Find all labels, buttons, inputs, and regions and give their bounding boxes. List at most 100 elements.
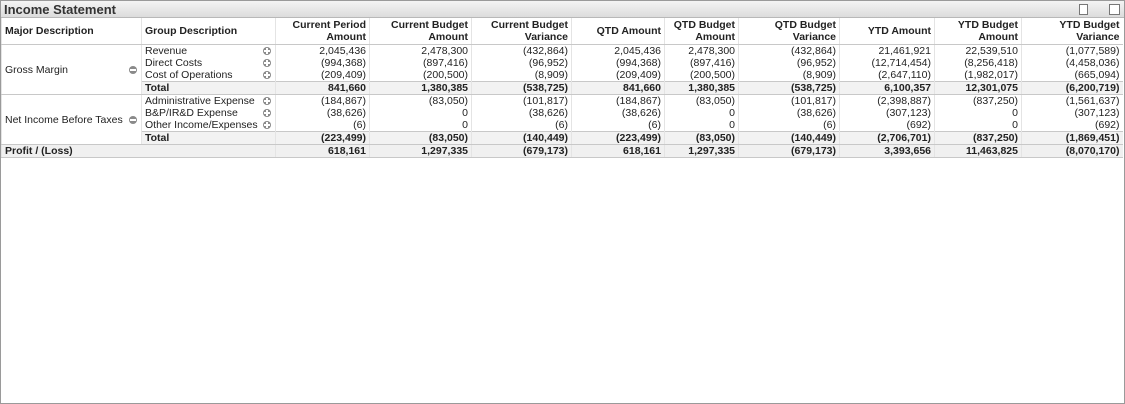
value-cell: (38,626) — [275, 107, 370, 119]
value-cell: (96,952) — [738, 57, 840, 69]
total-value: (83,050) — [369, 131, 472, 145]
value-cell: (8,256,418) — [934, 57, 1022, 69]
total-value: (223,499) — [571, 131, 665, 145]
data-row: Net Income Before Taxes Administrative Ex… — [1, 94, 1123, 145]
object-title: Income Statement — [4, 2, 116, 17]
group-label: Cost of Operations — [145, 69, 233, 81]
total-label: Total — [141, 81, 276, 95]
group-cell: Direct Costs — [141, 57, 276, 69]
total-value: 841,660 — [571, 81, 665, 95]
data-row: Gross Margin Revenue 2,045,436 2,478,300 (43… — [1, 44, 1123, 95]
value-cell: (200,500) — [369, 69, 472, 82]
total-value: 12,301,075 — [934, 81, 1022, 95]
value-cell: 0 — [934, 119, 1022, 132]
total-value: (1,869,451) — [1021, 131, 1123, 145]
column-header[interactable]: Current Budget Variance — [471, 18, 572, 45]
data-row: Other Income/Expenses (6) 0 (6) (6) 0 (6) (692)… — [2, 119, 1123, 132]
total-value: (140,449) — [738, 131, 840, 145]
group-cell: Administrative Expense — [141, 94, 276, 107]
more-icon[interactable] — [1095, 4, 1104, 13]
value-cell: (6) — [738, 119, 840, 132]
value-cell: 2,045,436 — [275, 44, 370, 57]
value-cell: (1,982,017) — [934, 69, 1022, 82]
value-cell: (101,817) — [738, 94, 840, 107]
column-header[interactable]: YTD Budget Amount — [934, 18, 1022, 45]
group-cell: Revenue — [141, 44, 276, 57]
value-cell: (994,368) — [275, 57, 370, 69]
value-cell: 0 — [664, 119, 739, 132]
total-value: 6,100,357 — [839, 81, 935, 95]
major-cell: Gross Margin — [1, 44, 142, 95]
group-label: Administrative Expense — [145, 95, 255, 107]
value-cell: (8,909) — [738, 69, 840, 82]
column-header[interactable]: YTD Amount — [839, 18, 935, 45]
value-cell: (6) — [571, 119, 665, 132]
value-cell: (184,867) — [275, 94, 370, 107]
plus-icon[interactable] — [263, 47, 271, 55]
value-cell: (1,561,637) — [1021, 94, 1123, 107]
plus-icon[interactable] — [263, 59, 271, 67]
value-cell: (1,077,589) — [1021, 44, 1123, 57]
value-cell: (8,909) — [471, 69, 572, 82]
value-cell: (209,409) — [275, 69, 370, 82]
value-cell: (38,626) — [571, 107, 665, 119]
plus-icon[interactable] — [263, 109, 271, 117]
footer-value: 1,297,335 — [664, 144, 739, 158]
group-cell: Cost of Operations — [141, 69, 276, 82]
column-header[interactable]: Current Budget Amount — [369, 18, 472, 45]
column-header[interactable]: QTD Budget Amount — [664, 18, 739, 45]
major-label: Net Income Before Taxes — [5, 113, 123, 126]
value-cell: (432,864) — [738, 44, 840, 57]
plus-icon[interactable] — [263, 97, 271, 105]
maximize-icon[interactable] — [1109, 4, 1120, 15]
footer-value: 618,161 — [275, 144, 370, 158]
minus-icon[interactable] — [129, 115, 137, 124]
footer-row: Profit / (Loss) 618,161 1,297,335 (679,173)… — [1, 144, 1123, 158]
column-header[interactable]: Group Description — [141, 18, 276, 45]
footer-value: 3,393,656 — [839, 144, 935, 158]
group-label: Direct Costs — [145, 57, 203, 69]
column-header[interactable]: QTD Amount — [571, 18, 665, 45]
value-cell: (665,094) — [1021, 69, 1123, 82]
total-row: Total 841,660 1,380,385 (538,725) 841,660 1,3… — [2, 81, 1123, 95]
footer-value: 11,463,825 — [934, 144, 1022, 158]
total-value: 1,380,385 — [369, 81, 472, 95]
value-cell: (897,416) — [664, 57, 739, 69]
value-cell: 2,478,300 — [369, 44, 472, 57]
value-cell: (2,647,110) — [839, 69, 935, 82]
value-cell: (96,952) — [471, 57, 572, 69]
plus-icon[interactable] — [263, 71, 271, 79]
value-cell: (200,500) — [664, 69, 739, 82]
value-cell: (209,409) — [571, 69, 665, 82]
column-header[interactable]: YTD Budget Variance — [1021, 18, 1123, 45]
column-header[interactable]: QTD Budget Variance — [738, 18, 840, 45]
column-header[interactable]: Major Description — [1, 18, 142, 45]
major-cell: Net Income Before Taxes — [1, 94, 142, 145]
value-cell: 0 — [369, 107, 472, 119]
value-cell: (83,050) — [664, 94, 739, 107]
value-cell: (38,626) — [738, 107, 840, 119]
footer-value: 618,161 — [571, 144, 665, 158]
value-cell: 21,461,921 — [839, 44, 935, 57]
total-value: (2,706,701) — [839, 131, 935, 145]
value-cell: (184,867) — [571, 94, 665, 107]
data-row: Cost of Operations (209,409) (200,500) (8,9… — [2, 69, 1123, 82]
total-value: (837,250) — [934, 131, 1022, 145]
plus-icon[interactable] — [263, 121, 271, 129]
value-cell: (432,864) — [471, 44, 572, 57]
value-cell: (38,626) — [471, 107, 572, 119]
footer-value: (679,173) — [471, 144, 572, 158]
value-cell: (692) — [839, 119, 935, 132]
total-value: (140,449) — [471, 131, 572, 145]
value-cell: (12,714,454) — [839, 57, 935, 69]
column-header[interactable]: Current Period Amount — [275, 18, 370, 45]
value-cell: (6) — [275, 119, 370, 132]
value-cell: (2,398,887) — [839, 94, 935, 107]
group-label: B&P/IR&D Expense — [145, 107, 238, 119]
title-bar: Income Statement — [1, 1, 1124, 18]
value-cell: 22,539,510 — [934, 44, 1022, 57]
minus-icon[interactable] — [129, 65, 137, 74]
export-icon[interactable] — [1079, 4, 1088, 15]
